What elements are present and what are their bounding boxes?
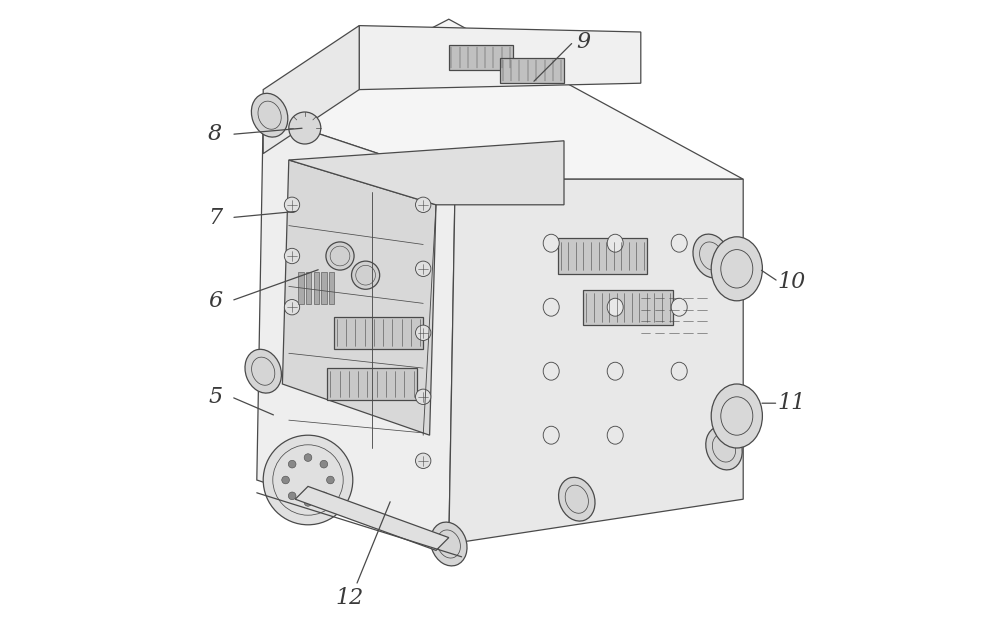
Circle shape bbox=[284, 300, 300, 315]
Ellipse shape bbox=[711, 237, 762, 301]
Ellipse shape bbox=[431, 522, 467, 566]
Circle shape bbox=[320, 492, 328, 500]
Ellipse shape bbox=[671, 362, 687, 380]
Text: 5: 5 bbox=[208, 386, 222, 408]
Circle shape bbox=[416, 261, 431, 276]
Circle shape bbox=[327, 476, 334, 484]
Ellipse shape bbox=[559, 477, 595, 521]
Ellipse shape bbox=[607, 298, 623, 316]
Polygon shape bbox=[257, 115, 455, 544]
Text: 10: 10 bbox=[777, 271, 805, 292]
Circle shape bbox=[288, 492, 296, 500]
Polygon shape bbox=[449, 179, 743, 544]
Ellipse shape bbox=[693, 234, 729, 278]
Polygon shape bbox=[263, 26, 359, 154]
Text: 6: 6 bbox=[208, 290, 222, 312]
Bar bbox=[449, 45, 513, 70]
Polygon shape bbox=[359, 26, 641, 90]
Bar bbox=[306, 272, 311, 304]
Ellipse shape bbox=[543, 234, 559, 252]
Ellipse shape bbox=[543, 426, 559, 444]
Ellipse shape bbox=[671, 298, 687, 316]
Ellipse shape bbox=[607, 362, 623, 380]
Circle shape bbox=[284, 197, 300, 212]
Polygon shape bbox=[263, 19, 743, 179]
Bar bbox=[329, 272, 334, 304]
Ellipse shape bbox=[543, 298, 559, 316]
Circle shape bbox=[289, 112, 321, 144]
Bar bbox=[327, 368, 417, 400]
Bar bbox=[583, 290, 673, 325]
Bar bbox=[500, 58, 564, 83]
Polygon shape bbox=[289, 141, 564, 205]
Ellipse shape bbox=[607, 426, 623, 444]
Circle shape bbox=[416, 197, 431, 212]
Ellipse shape bbox=[251, 93, 288, 137]
Circle shape bbox=[352, 261, 380, 289]
Bar bbox=[558, 239, 647, 274]
Circle shape bbox=[304, 499, 312, 506]
Text: 11: 11 bbox=[777, 392, 805, 414]
Circle shape bbox=[416, 453, 431, 468]
Text: 9: 9 bbox=[576, 31, 590, 52]
Circle shape bbox=[282, 476, 289, 484]
Bar bbox=[334, 317, 423, 349]
Circle shape bbox=[320, 460, 328, 468]
Bar bbox=[314, 272, 319, 304]
Bar bbox=[298, 272, 304, 304]
Ellipse shape bbox=[245, 349, 281, 393]
Circle shape bbox=[284, 248, 300, 264]
Ellipse shape bbox=[711, 384, 762, 448]
Circle shape bbox=[416, 325, 431, 340]
Ellipse shape bbox=[706, 426, 742, 470]
Bar bbox=[321, 272, 327, 304]
Circle shape bbox=[263, 435, 353, 525]
Ellipse shape bbox=[543, 362, 559, 380]
Circle shape bbox=[288, 460, 296, 468]
Polygon shape bbox=[295, 486, 449, 550]
Circle shape bbox=[416, 389, 431, 404]
Ellipse shape bbox=[671, 234, 687, 252]
Polygon shape bbox=[282, 160, 436, 435]
Ellipse shape bbox=[607, 234, 623, 252]
Circle shape bbox=[326, 242, 354, 270]
Text: 12: 12 bbox=[335, 588, 364, 609]
Text: 7: 7 bbox=[208, 207, 222, 228]
Text: 8: 8 bbox=[208, 124, 222, 145]
Circle shape bbox=[304, 454, 312, 461]
